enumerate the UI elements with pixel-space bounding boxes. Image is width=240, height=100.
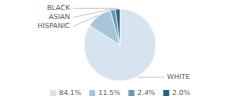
pie-slice [110,9,120,45]
pie-slice [115,9,120,45]
legend-swatch [128,90,134,96]
slice-labels: BLACKASIANHISPANIC WHITE [37,4,189,81]
legend-swatch [50,90,56,96]
legend-label: 2.4% [137,89,155,97]
legend-swatch [163,90,169,96]
legend-label: 11.5% [98,89,121,97]
legend: 84.1% 11.5% 2.4% 2.0% [50,89,190,97]
slice-label: WHITE [167,73,190,81]
pie [84,9,156,81]
slice-label: HISPANIC [37,22,70,30]
slice-label: ASIAN [49,13,70,21]
leader-line [73,15,98,26]
slice-label: BLACK [47,4,70,12]
legend-label: 2.0% [172,89,190,97]
pie-slice [84,9,156,81]
leader-line [73,9,113,17]
legend-label: 84.1% [59,89,82,97]
leader-line [138,77,164,78]
legend-swatch [89,90,95,96]
leader-line [73,8,118,9]
chart: BLACKASIANHISPANIC WHITE 84.1% 11.5% 2.4% 2.0… [0,0,240,100]
